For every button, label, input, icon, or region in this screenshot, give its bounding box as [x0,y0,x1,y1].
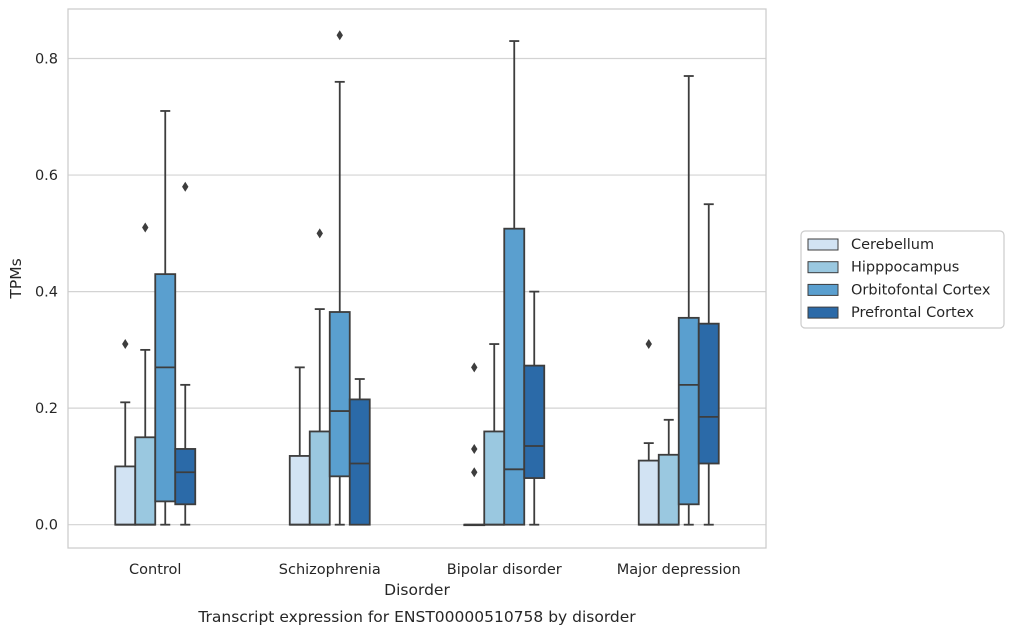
box-prefrontal-cortex-3 [697,203,720,526]
legend: Cerebellum Hipppocampus Orbitofontal Corte… [800,230,1005,329]
box-iqr [483,430,506,526]
box-hipppocampus-0 [134,222,157,526]
box-iqr [697,322,720,465]
box-iqr [637,459,660,526]
box-hipppocampus-1 [308,228,331,526]
legend-swatch [807,238,839,251]
box-iqr [114,465,137,526]
box-iqr [308,430,331,526]
y-tick-labels: 0.0 0.2 0.4 0.6 0.8 [35,52,58,534]
y-tick-label: 0.4 [35,285,58,301]
outlier-point [182,181,189,192]
legend-label: Orbitofontal Cortex [851,282,991,298]
y-tick-label: 0.8 [35,52,58,68]
x-tick-label: Major depression [617,562,741,578]
y-tick-label: 0.6 [35,168,58,184]
box-iqr [154,273,177,503]
legend-frame [800,230,1005,329]
box-iqr [677,316,700,506]
legend-label: Cerebellum [851,237,934,253]
x-tick-label: Control [129,562,181,578]
legend-swatch [807,283,839,296]
box-iqr [348,398,371,526]
box-iqr [503,227,526,526]
plot-frame [67,8,767,549]
outlier-point [122,339,129,350]
box-cerebellum-0 [114,339,137,526]
legend-swatch [807,261,839,274]
figure-caption: Transcript expression for ENST0000051075… [197,608,636,626]
legend-swatch [807,306,839,319]
legend-label: Hipppocampus [851,260,959,276]
box-orbitofontal-cortex-3 [677,75,700,526]
box-prefrontal-cortex-2 [523,290,546,526]
box-hipppocampus-2 [483,343,506,526]
y-axis-label: TPMs [7,258,25,299]
outlier-point [645,339,652,350]
box-iqr [134,436,157,526]
legend-label: Prefrontal Cortex [851,305,974,321]
x-tick-label: Schizophrenia [279,562,381,578]
outlier-point [471,467,478,478]
outlier-point [471,362,478,373]
box-orbitofontal-cortex-0 [154,110,177,526]
box-iqr [328,311,351,478]
box-iqr [657,453,680,526]
x-tick-label: Bipolar disorder [447,562,562,578]
y-tick-label: 0.0 [35,518,58,534]
outlier-point [316,228,323,239]
box-plots [114,30,720,527]
outlier-point [336,30,343,41]
outlier-point [142,222,149,233]
box-iqr [523,364,546,479]
box-cerebellum-2 [463,362,486,527]
box-iqr [288,455,311,526]
box-cerebellum-3 [637,339,660,526]
box-orbitofontal-cortex-1 [328,30,351,526]
x-tick-labels: Control Schizophrenia Bipolar disorder Majo… [129,562,741,578]
outlier-point [471,443,478,454]
box-orbitofontal-cortex-2 [503,40,526,526]
box-prefrontal-cortex-0 [174,181,197,526]
box-prefrontal-cortex-1 [348,378,371,526]
box-hipppocampus-3 [657,418,680,526]
y-tick-label: 0.2 [35,401,58,417]
box-iqr [174,448,197,506]
x-axis-label: Disorder [384,581,450,599]
box-cerebellum-1 [288,366,311,526]
